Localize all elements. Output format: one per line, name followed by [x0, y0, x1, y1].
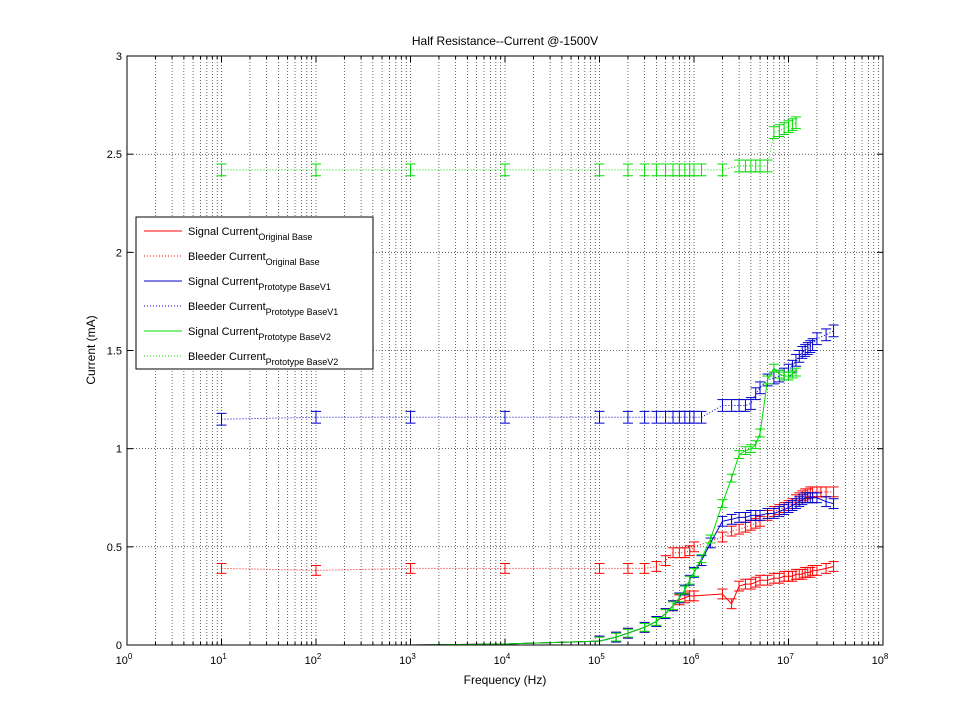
x-tick-label: 105 [588, 652, 605, 667]
legend-label: Bleeder CurrentPrototype BaseV2 [188, 351, 338, 367]
series-5 [216, 116, 801, 177]
legend-label: Bleeder CurrentPrototype BaseV1 [188, 301, 338, 317]
y-tick-label: 2.5 [107, 149, 122, 161]
legend: Signal CurrentOriginal Base Bleeder Curre… [135, 216, 374, 370]
y-tick-label: 2 [116, 247, 122, 259]
legend-label: Signal CurrentPrototype BaseV1 [188, 276, 331, 292]
x-tick-label: 104 [494, 652, 511, 667]
x-tick-label: 101 [210, 652, 227, 667]
y-tick-label: 0.5 [107, 542, 122, 554]
series-6 [221, 363, 801, 646]
y-tick-label: 3 [116, 51, 122, 63]
y-tick-label: 0 [116, 640, 122, 652]
series-group [216, 116, 839, 646]
x-tick-label: 107 [777, 652, 794, 667]
y-axis-label: Current (mA) [84, 315, 98, 384]
x-tick-label: 103 [399, 652, 416, 667]
y-tick-label: 1.5 [107, 346, 122, 358]
axes-group: 0 0.5 1 1.5 2 2.5 3 100 101 102 103 104 105 106 107 108 [107, 51, 889, 667]
legend-label: Signal CurrentOriginal Base [188, 226, 312, 242]
x-tick-label: 102 [305, 652, 322, 667]
x-tick-label: 108 [872, 652, 889, 667]
legend-box [135, 216, 374, 370]
chart-title: Half Resistance--Current @-1500V [412, 34, 598, 48]
legend-label: Signal CurrentPrototype BaseV2 [188, 326, 331, 342]
x-tick-label: 100 [116, 652, 133, 667]
legend-label: Bleeder CurrentOriginal Base [188, 251, 320, 267]
x-axis-label: Frequency (Hz) [464, 673, 547, 687]
y-tick-label: 1 [116, 444, 122, 456]
x-tick-label: 106 [683, 652, 700, 667]
